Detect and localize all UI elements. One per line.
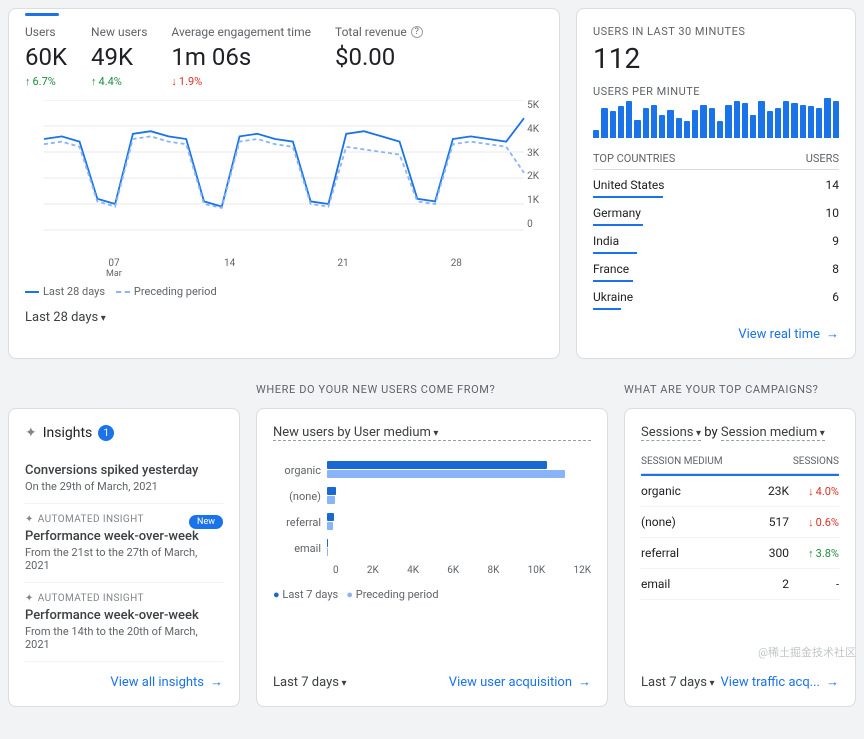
- campaigns-card: Sessions by Session medium SESSION MEDIU…: [624, 408, 856, 707]
- metric-delta: 6.7%: [25, 75, 67, 88]
- metric-users[interactable]: Users 60K 6.7%: [25, 25, 67, 88]
- sessions-selector[interactable]: Sessions: [641, 425, 701, 441]
- camp-range-selector[interactable]: Last 7 days: [641, 675, 714, 690]
- insights-title: ✦ Insights 1: [25, 425, 223, 441]
- metric-delta: 4.4%: [91, 75, 147, 88]
- metric-label: Average engagement time: [171, 25, 311, 39]
- metric-label: Total revenue?: [335, 25, 423, 39]
- sparkle-icon: ✦: [25, 514, 34, 525]
- insight-item[interactable]: ✦AUTOMATED INSIGHTNew Performance week-o…: [25, 504, 223, 583]
- realtime-users: 112: [593, 42, 839, 75]
- arrow-right-icon: →: [826, 674, 839, 690]
- col-users: USERS: [806, 152, 839, 165]
- metric-revenue[interactable]: Total revenue? $0.00: [335, 25, 423, 88]
- country-row: United States14: [593, 174, 839, 202]
- insights-icon: ✦: [25, 425, 37, 441]
- country-row: Germany10: [593, 202, 839, 230]
- acq-range-selector[interactable]: Last 7 days: [273, 675, 346, 690]
- acq-legend: ● Last 7 days ● Preceding period: [273, 588, 591, 601]
- col-session-medium: SESSION MEDIUM: [641, 456, 723, 467]
- col-country: TOP COUNTRIES: [593, 152, 675, 165]
- help-icon[interactable]: ?: [411, 26, 423, 38]
- section-title-acquisition: WHERE DO YOUR NEW USERS COME FROM?: [256, 383, 608, 396]
- session-row[interactable]: organic 23K 4.0%: [641, 474, 839, 507]
- insight-item[interactable]: ✦AUTOMATED INSIGHT Performance week-over…: [25, 583, 223, 662]
- insight-item[interactable]: Conversions spiked yesterday On the 29th…: [25, 453, 223, 504]
- users-per-minute-label: USERS PER MINUTE: [593, 85, 839, 98]
- users-per-minute-chart: [593, 98, 839, 138]
- watermark: @稀土掘金技术社区: [758, 644, 856, 660]
- metric-value: 60K: [25, 43, 67, 71]
- section-title-campaigns: WHAT ARE YOUR TOP CAMPAIGNS?: [624, 383, 856, 396]
- acquisition-bar-chart: organic (none) referral email: [273, 457, 591, 561]
- view-traffic-link[interactable]: View traffic acq...→: [721, 674, 839, 690]
- metric-value: 1m 06s: [171, 43, 311, 71]
- view-realtime-link[interactable]: View real time→: [593, 326, 839, 342]
- medium-selector[interactable]: Session medium: [721, 425, 825, 441]
- arrow-right-icon: →: [210, 674, 223, 690]
- acquisition-selector[interactable]: New users by User medium: [273, 425, 591, 441]
- metric-delta: 1.9%: [171, 75, 311, 88]
- session-row[interactable]: referral 300 3.8%: [641, 538, 839, 569]
- country-row: Ukraine6: [593, 286, 839, 314]
- view-all-insights-link[interactable]: View all insights→: [25, 674, 223, 690]
- view-acquisition-link[interactable]: View user acquisition→: [449, 674, 591, 690]
- insights-count-badge: 1: [98, 425, 114, 441]
- session-row[interactable]: (none) 517 0.6%: [641, 507, 839, 538]
- metric-value: $0.00: [335, 43, 423, 71]
- overview-line-chart: 5K4K3K2K1K0: [25, 100, 543, 250]
- arrow-right-icon: →: [826, 326, 839, 342]
- session-row[interactable]: email 2 -: [641, 569, 839, 600]
- country-row: India9: [593, 230, 839, 258]
- metric-new-users[interactable]: New users 49K 4.4%: [91, 25, 147, 88]
- metric-label: New users: [91, 25, 147, 39]
- realtime-card: USERS IN LAST 30 MINUTES 112 USERS PER M…: [576, 8, 856, 359]
- overview-card: Users 60K 6.7% New users 49K 4.4% Averag…: [8, 8, 560, 359]
- date-range-selector[interactable]: Last 28 days: [25, 310, 543, 325]
- metric-label: Users: [25, 25, 67, 39]
- insights-card: ✦ Insights 1 Conversions spiked yesterda…: [8, 408, 240, 707]
- acquisition-card: New users by User medium organic (none) …: [256, 408, 608, 707]
- active-metric-indicator: [25, 13, 59, 16]
- chart-legend: Last 28 days Preceding period: [25, 285, 543, 298]
- arrow-right-icon: →: [578, 674, 591, 690]
- new-badge: New: [189, 515, 223, 529]
- metric-value: 49K: [91, 43, 147, 71]
- realtime-title: USERS IN LAST 30 MINUTES: [593, 25, 839, 38]
- country-row: France8: [593, 258, 839, 286]
- sparkle-icon: ✦: [25, 593, 34, 604]
- metric-engagement[interactable]: Average engagement time 1m 06s 1.9%: [171, 25, 311, 88]
- col-sessions: SESSIONS: [793, 456, 839, 467]
